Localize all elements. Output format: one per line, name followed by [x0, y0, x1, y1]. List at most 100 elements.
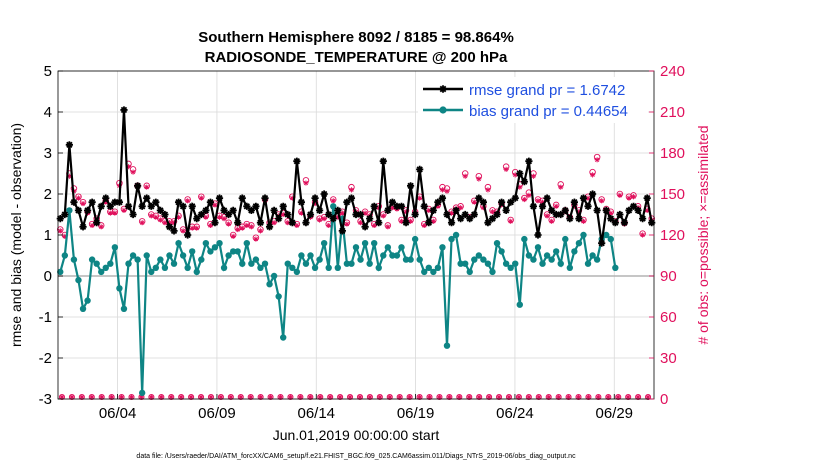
obs-zero-possible-point — [635, 393, 642, 401]
rmse-point — [379, 157, 387, 165]
rmse-point — [397, 202, 406, 210]
obs-assimilated-point — [175, 214, 182, 220]
bias-point — [134, 256, 141, 263]
bias-point — [543, 252, 551, 259]
rmse-point — [97, 202, 105, 210]
bias-point — [111, 244, 119, 251]
bias-point — [425, 264, 432, 271]
y-left-tick-label: -1 — [39, 309, 52, 326]
rmse-point — [306, 210, 315, 219]
obs-zero-assimilated-point — [288, 394, 293, 400]
obs-assimilated-point — [371, 222, 377, 229]
bias-point — [202, 240, 210, 247]
bias-point — [484, 260, 492, 267]
obs-assimilated-point — [380, 213, 386, 219]
obs-assimilated-point — [444, 188, 450, 194]
rmse-point — [88, 198, 96, 206]
rmse-point — [434, 198, 442, 206]
rmse-point — [106, 202, 114, 210]
obs-zero-assimilated-point — [387, 394, 393, 400]
obs-assimilated-point — [317, 217, 323, 223]
bias-point — [116, 285, 123, 292]
obs-assimilated-point — [539, 199, 546, 205]
obs-assimilated-point — [585, 195, 591, 201]
bias-point — [248, 260, 255, 267]
obs-zero-possible-point — [585, 393, 592, 401]
obs-zero-possible-point — [436, 393, 443, 401]
bias-point — [152, 264, 160, 271]
bias-point — [552, 248, 560, 255]
obs-zero-possible-point — [158, 393, 165, 401]
obs-assimilated-point — [75, 195, 82, 201]
bias-point — [407, 256, 414, 263]
rmse-point — [225, 210, 233, 219]
obs-zero-assimilated-point — [79, 394, 85, 400]
rmse-point — [329, 215, 337, 223]
obs-assimilated-point — [235, 226, 241, 233]
rmse-point — [611, 219, 619, 227]
rmse-point — [288, 219, 296, 227]
bias-point — [125, 260, 132, 267]
rmse-point — [629, 202, 638, 210]
obs-zero-assimilated-point — [456, 394, 462, 400]
rmse-point — [229, 206, 237, 214]
obs-zero-assimilated-point — [99, 394, 105, 400]
rmse-point — [602, 206, 610, 214]
obs-zero-possible-point — [168, 393, 175, 401]
x-tick-label: 06/19 — [397, 405, 435, 422]
bias-point — [416, 256, 423, 263]
bias-point — [179, 252, 187, 259]
rmse-point — [234, 219, 242, 227]
obs-assimilated-point — [417, 195, 423, 201]
bias-point — [270, 272, 278, 280]
y-right-tick-label: 210 — [660, 104, 685, 121]
rmse-point — [634, 206, 642, 214]
bias-point — [343, 260, 351, 267]
obs-zero-possible-point — [595, 393, 602, 401]
rmse-point — [115, 198, 124, 206]
bias-point — [557, 260, 564, 267]
obs-assimilated-point — [326, 222, 332, 229]
obs-zero-possible-point — [197, 393, 205, 401]
obs-zero-assimilated-point — [89, 394, 95, 400]
x-axis: 06/04 06/09 06/14 06/19 06/24 06/29 — [99, 394, 633, 422]
obs-assimilated-point — [430, 218, 436, 224]
bias-point — [352, 244, 360, 251]
bias-point — [525, 252, 533, 259]
obs-zero-possible-point — [188, 393, 195, 401]
rmse-point — [275, 215, 283, 223]
obs-assimilated-point — [599, 198, 605, 204]
bias-point — [502, 260, 510, 267]
bias-point — [375, 264, 382, 271]
rmse-point — [156, 206, 164, 214]
rmse-point — [639, 215, 647, 223]
obs-zero-possible-point — [237, 393, 244, 401]
obs-assimilated-point — [576, 209, 582, 215]
obs-assimilated-point — [339, 210, 345, 216]
rmse-point — [575, 215, 583, 223]
obs-zero-assimilated-point — [168, 394, 174, 400]
obs-zero-assimilated-point — [248, 394, 254, 400]
rmse-point — [56, 215, 64, 223]
rmse-point — [316, 206, 324, 214]
obs-assimilated-point — [194, 225, 200, 231]
obs-zero-possible-point — [565, 393, 572, 401]
bias-point — [84, 297, 91, 304]
obs-assimilated-point — [480, 205, 486, 211]
rmse-point — [220, 206, 228, 214]
obs-zero-possible-point — [644, 393, 652, 401]
obs-assimilated-point — [398, 218, 405, 224]
obs-zero-assimilated-point — [367, 394, 373, 400]
obs-zero-assimilated-point — [208, 394, 214, 400]
obs-zero-assimilated-point — [615, 394, 621, 400]
rmse-point — [352, 210, 360, 219]
obs-zero-assimilated-point — [148, 394, 154, 400]
obs-assimilated-point — [244, 222, 250, 229]
rmse-point — [152, 198, 160, 206]
bias-point — [175, 240, 182, 247]
obs-assimilated-point — [271, 220, 277, 226]
bias-point — [107, 260, 114, 267]
obs-assimilated-point — [230, 233, 236, 239]
rmse-point — [366, 215, 374, 223]
obs-zero-assimilated-point — [466, 394, 472, 400]
